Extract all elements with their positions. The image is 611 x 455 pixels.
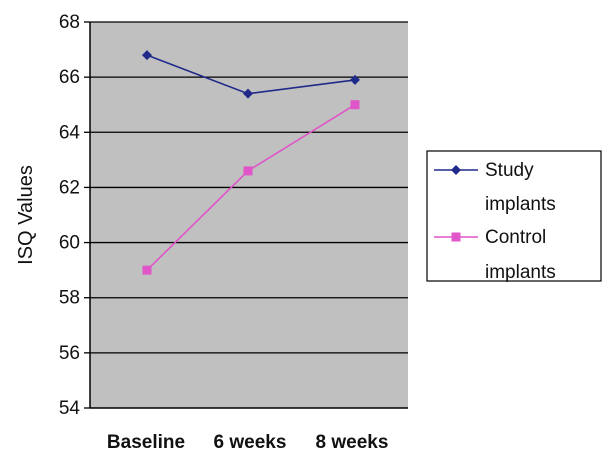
data-point-square [142,265,152,275]
legend-swatch-marker [451,165,461,175]
data-point-diamond [350,74,360,85]
x-category-label: Baseline [107,432,185,453]
y-axis-label: ISQ Values [15,165,37,265]
y-tick-label: 68 [59,12,80,33]
y-tick-label: 64 [59,122,81,143]
x-category-label: 8 weeks [316,432,389,453]
y-tick-label: 60 [59,233,80,254]
y-tick-label: 66 [59,67,80,88]
legend: Study implants Control implants [426,150,602,283]
plot-area [90,22,408,408]
gridlines [84,21,408,409]
x-category-labels: Baseline 6 weeks 8 weeks [107,432,389,453]
series-group [142,50,360,275]
legend-label: implants [485,262,556,283]
legend-label: Control [485,227,546,248]
legend-label: Study [485,160,534,181]
data-point-diamond [243,88,253,99]
y-tick-label: 58 [59,288,80,309]
legend-label: implants [485,194,556,215]
data-point-square [350,100,360,110]
y-tick-label: 62 [59,177,80,198]
y-tick-labels: 54 56 58 60 62 64 66 68 [59,12,81,419]
y-tick-label: 56 [59,343,80,364]
y-tick-label: 54 [59,398,81,419]
data-point-diamond [142,50,152,61]
legend-swatch-marker [451,232,461,242]
x-category-label: 6 weeks [214,432,287,453]
data-point-square [243,166,253,176]
